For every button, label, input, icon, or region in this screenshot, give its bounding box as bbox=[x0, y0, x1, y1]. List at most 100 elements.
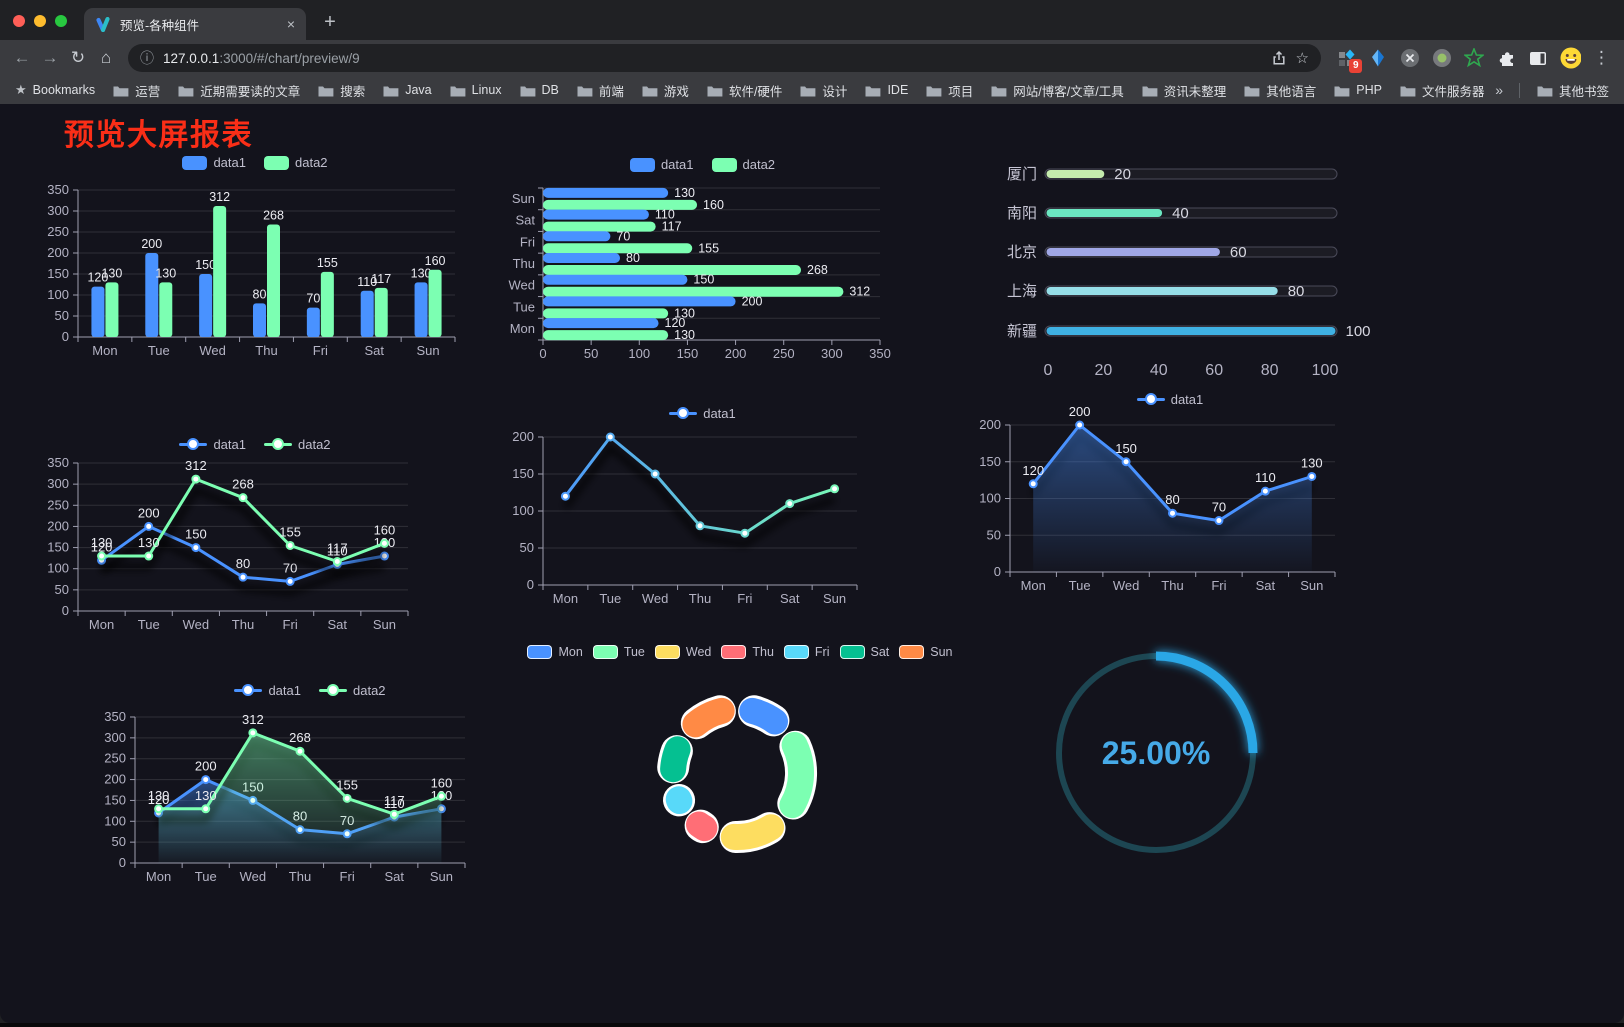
svg-text:50: 50 bbox=[520, 540, 534, 555]
side-panel-icon[interactable] bbox=[1527, 47, 1549, 69]
bookmark-item[interactable]: 资讯未整理 bbox=[1133, 78, 1236, 103]
gauge-canvas[interactable]: 25.00% bbox=[1040, 640, 1280, 880]
svg-text:50: 50 bbox=[987, 527, 1001, 542]
gradient-line-canvas[interactable]: 0 50 100 150 200 Mon Tue Wed Thu Fri Sat Sun bbox=[505, 400, 900, 635]
other-bookmarks-label: 其他书签 bbox=[1558, 84, 1609, 99]
progress-bars-canvas[interactable]: 厦门 20 南阳 40 北京 60 上海 80 新疆 100 0 20 40 60 80 100 bbox=[990, 144, 1380, 394]
legend-item-data2[interactable]: data2 bbox=[264, 155, 328, 170]
legend-item-data1[interactable]: data1 bbox=[182, 155, 246, 170]
legend-item-data2[interactable]: data2 bbox=[319, 683, 386, 698]
svg-text:312: 312 bbox=[185, 458, 207, 473]
back-icon[interactable]: ← bbox=[13, 48, 31, 67]
svg-text:130: 130 bbox=[674, 186, 695, 200]
legend-item-data1[interactable]: data1 bbox=[669, 406, 736, 421]
ext-gray-circle-icon[interactable] bbox=[1399, 47, 1421, 69]
legend-swatch bbox=[264, 155, 289, 170]
legend-item-data1[interactable]: data1 bbox=[629, 157, 694, 172]
legend-horizontal-bar: data1 data2 bbox=[505, 157, 900, 172]
bookmark-item[interactable]: 文件服务器 bbox=[1391, 78, 1487, 103]
legend-item-Sat[interactable]: Sat bbox=[839, 645, 889, 659]
new-tab-button[interactable]: + bbox=[324, 10, 336, 33]
svg-text:155: 155 bbox=[279, 524, 301, 539]
svg-text:Thu: Thu bbox=[289, 869, 311, 884]
bookmarks-overflow-icon[interactable]: » bbox=[1495, 82, 1503, 98]
zoom-window-button[interactable] bbox=[55, 15, 67, 27]
horizontal-bar-canvas[interactable]: Sun Sat Fri Thu Wed Tue Mon 0 50 100 150 200 250 300 3… bbox=[505, 144, 900, 379]
bookmark-star-icon[interactable]: ☆ bbox=[1295, 50, 1309, 67]
svg-text:Sun: Sun bbox=[512, 191, 535, 206]
legend-item-Wed[interactable]: Wed bbox=[654, 645, 712, 659]
minimize-window-button[interactable] bbox=[34, 15, 46, 27]
forward-icon[interactable]: → bbox=[41, 48, 59, 67]
home-icon[interactable]: ⌂ bbox=[100, 48, 112, 67]
svg-text:20: 20 bbox=[1114, 166, 1131, 183]
bookmark-item[interactable]: 软件/硬件 bbox=[698, 78, 791, 103]
legend-item-data1[interactable]: data1 bbox=[1136, 392, 1203, 407]
dual-line-canvas[interactable]: 0 50 100 150 200 250 300 350 Mon Tue Wed Thu Fri Sat S… bbox=[40, 424, 470, 659]
bookmark-item[interactable]: 近期需要读的文章 bbox=[169, 78, 309, 103]
legend-item-Sun[interactable]: Sun bbox=[899, 645, 953, 659]
dual-area-line-canvas[interactable]: 0 50 100 150 200 250 300 350 Mon Tue Wed Thu Fri Sat S… bbox=[95, 676, 525, 911]
extensions-puzzle-icon[interactable] bbox=[1495, 47, 1517, 69]
bookmark-item[interactable]: Java bbox=[374, 80, 440, 100]
browser-menu-icon[interactable]: ⋮ bbox=[1593, 48, 1610, 67]
legend-item-data1[interactable]: data1 bbox=[234, 683, 301, 698]
bookmark-label: Java bbox=[405, 83, 432, 97]
bookmark-item[interactable]: 运营 bbox=[104, 78, 169, 103]
area-line-canvas[interactable]: 0 50 100 150 200 Mon Tue Wed Thu Fri Sat Sun 120 200 1… bbox=[970, 388, 1370, 623]
svg-text:200: 200 bbox=[725, 346, 747, 361]
ext-record-circle-icon[interactable] bbox=[1431, 47, 1453, 69]
ext-green-star-icon[interactable] bbox=[1463, 47, 1485, 69]
svg-text:312: 312 bbox=[209, 190, 230, 204]
svg-text:130: 130 bbox=[195, 788, 217, 803]
bookmark-item[interactable]: 前端 bbox=[568, 78, 633, 103]
other-bookmarks[interactable]: 其他书签 bbox=[1528, 78, 1618, 103]
bookmark-item[interactable]: 项目 bbox=[917, 78, 982, 103]
legend-swatch bbox=[234, 684, 263, 697]
bookmark-item[interactable]: 其他语言 bbox=[1235, 78, 1325, 103]
legend-item-Mon[interactable]: Mon bbox=[527, 645, 583, 659]
legend-item-Fri[interactable]: Fri bbox=[783, 645, 830, 659]
browser-tab[interactable]: 预览-各种组件 × bbox=[84, 8, 306, 40]
bookmark-item[interactable]: Linux bbox=[441, 80, 511, 100]
svg-text:Wed: Wed bbox=[183, 617, 210, 632]
svg-text:Thu: Thu bbox=[513, 256, 535, 271]
legend-item-data1[interactable]: data1 bbox=[179, 437, 246, 452]
svg-text:Sun: Sun bbox=[823, 591, 846, 606]
svg-text:Sat: Sat bbox=[385, 869, 405, 884]
bookmark-item[interactable]: DB bbox=[511, 80, 568, 100]
bookmark-item[interactable]: 设计 bbox=[791, 78, 856, 103]
page-content: 预览大屏报表 data1 data2 0 50 100 150 200 250 300 350 M… bbox=[0, 104, 1624, 1023]
ext-kite-icon[interactable] bbox=[1367, 47, 1389, 69]
legend-item-data2[interactable]: data2 bbox=[264, 437, 331, 452]
bookmark-item[interactable]: 搜索 bbox=[309, 78, 374, 103]
svg-text:130: 130 bbox=[138, 535, 160, 550]
address-bar[interactable]: ⓘ 127.0.0.1:3000/#/chart/preview/9 ☆ bbox=[128, 44, 1321, 72]
tab-close-icon[interactable]: × bbox=[286, 16, 295, 32]
profile-avatar[interactable] bbox=[1559, 47, 1581, 69]
legend-item-data2[interactable]: data2 bbox=[711, 157, 775, 172]
bookmarks-root[interactable]: ★ Bookmarks bbox=[6, 79, 104, 101]
reload-icon[interactable]: ↻ bbox=[70, 48, 86, 67]
legend-label: Wed bbox=[685, 645, 712, 659]
donut-canvas[interactable] bbox=[540, 640, 940, 900]
site-info-icon[interactable]: ⓘ bbox=[140, 50, 154, 66]
svg-text:150: 150 bbox=[185, 527, 207, 542]
ext-dashboard-icon[interactable]: 9 bbox=[1335, 47, 1362, 73]
folder-icon bbox=[1537, 86, 1553, 96]
close-window-button[interactable] bbox=[13, 15, 25, 27]
bookmark-item[interactable]: PHP bbox=[1325, 80, 1391, 100]
bookmark-item[interactable]: 游戏 bbox=[633, 78, 698, 103]
legend-label: data2 bbox=[295, 155, 328, 170]
legend-item-Thu[interactable]: Thu bbox=[721, 645, 774, 659]
legend-item-Tue[interactable]: Tue bbox=[592, 645, 645, 659]
bookmark-item[interactable]: IDE bbox=[856, 80, 917, 100]
bookmark-item[interactable]: 网站/博客/文章/工具 bbox=[982, 78, 1132, 103]
svg-text:60: 60 bbox=[1205, 362, 1223, 379]
svg-text:100: 100 bbox=[104, 813, 126, 828]
svg-text:200: 200 bbox=[979, 417, 1001, 432]
svg-text:Mon: Mon bbox=[89, 617, 114, 632]
share-icon[interactable] bbox=[1271, 50, 1287, 66]
svg-text:80: 80 bbox=[1261, 362, 1279, 379]
grouped-bar-canvas[interactable]: 0 50 100 150 200 250 300 350 Mon Tue Wed Thu Fri Sat S… bbox=[40, 144, 470, 379]
